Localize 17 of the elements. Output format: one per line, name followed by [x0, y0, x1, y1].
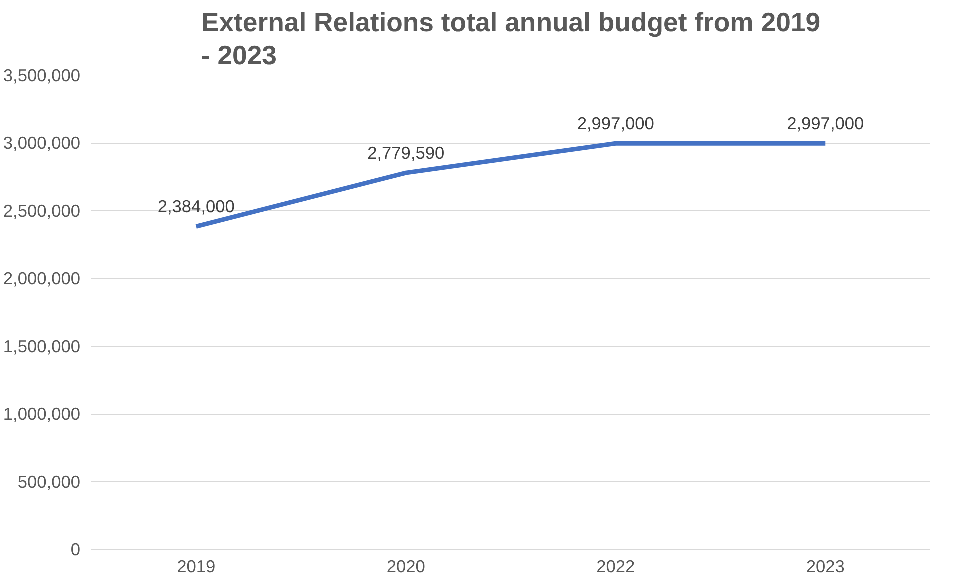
data-label: 2,997,000	[787, 114, 864, 134]
chart-title: External Relations total annual budget from 2019 - 2023	[201, 8, 821, 70]
data-label: 2,384,000	[158, 196, 235, 217]
y-tick-label: 1,500,000	[3, 336, 81, 356]
x-tick-label: 2020	[386, 556, 426, 576]
y-tick-label: 2,500,000	[3, 200, 81, 221]
x-tick-label: 2019	[177, 556, 216, 576]
y-tick-label: 3,500,000	[3, 66, 81, 86]
y-tick-label: 2,000,000	[3, 268, 81, 289]
x-tick-label: 2023	[806, 556, 845, 576]
y-tick-label: 3,000,000	[3, 133, 81, 154]
data-label: 2,997,000	[577, 114, 654, 134]
x-tick-label: 2022	[596, 556, 636, 576]
y-tick-label: 500,000	[18, 472, 81, 492]
y-tick-label: 0	[70, 540, 81, 560]
y-tick-label: 1,000,000	[3, 404, 81, 424]
data-label: 2,779,590	[368, 143, 445, 164]
